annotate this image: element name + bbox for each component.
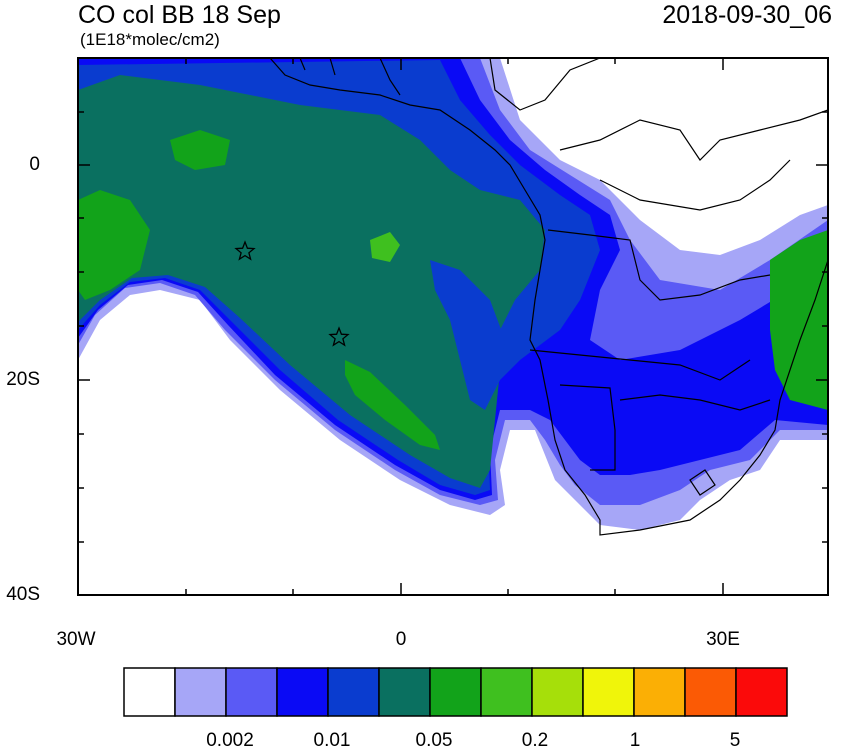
coastlines	[269, 58, 828, 536]
colorbar-label-5: 5	[729, 730, 741, 751]
plume-contour-teal	[78, 75, 545, 488]
plume-inner-blue	[430, 260, 505, 410]
station-star-2	[328, 326, 350, 347]
colorbar	[123, 667, 788, 717]
colorbar-box-11	[684, 667, 737, 717]
colorbar-box-9	[582, 667, 635, 717]
colorbar-box-4	[327, 667, 380, 717]
valid-date: 2018-09-30_06	[662, 1, 832, 29]
station-star-1	[234, 240, 256, 261]
y-label-0: 0	[29, 154, 40, 175]
units-label: (1E18*molec/cm2)	[80, 30, 220, 49]
x-label-30w: 30W	[56, 629, 96, 650]
x-label-30e: 30E	[706, 629, 740, 650]
plume-green-north	[170, 130, 230, 170]
colorbar-box-12	[735, 667, 788, 717]
colorbar-label-2: 0.05	[415, 730, 453, 751]
colorbar-label-3: 0.2	[521, 730, 549, 751]
y-label-20s: 20S	[6, 369, 40, 390]
plume-green-center	[370, 232, 400, 262]
plume-green-south	[345, 360, 440, 450]
axis-ticks	[78, 58, 828, 595]
co-field	[78, 58, 828, 595]
colorbar-box-5	[378, 667, 431, 717]
y-label-40s: 40S	[6, 584, 40, 605]
colorbar-box-1	[174, 667, 227, 717]
plume-green-east	[770, 230, 828, 410]
colorbar-label-0: 0.002	[206, 730, 254, 751]
x-label-0: 0	[395, 629, 407, 650]
colorbar-box-3	[276, 667, 329, 717]
colorbar-box-8	[531, 667, 584, 717]
colorbar-box-7	[480, 667, 533, 717]
marker-stars	[234, 240, 350, 347]
colorbar-box-2	[225, 667, 278, 717]
colorbar-box-10	[633, 667, 686, 717]
colorbar-box-0	[123, 667, 176, 717]
plume-green-west	[78, 190, 150, 300]
colorbar-label-4: 1	[629, 730, 641, 751]
map-title: CO col BB 18 Sep	[78, 1, 281, 29]
colorbar-box-6	[429, 667, 482, 717]
colorbar-label-1: 0.01	[313, 730, 351, 751]
